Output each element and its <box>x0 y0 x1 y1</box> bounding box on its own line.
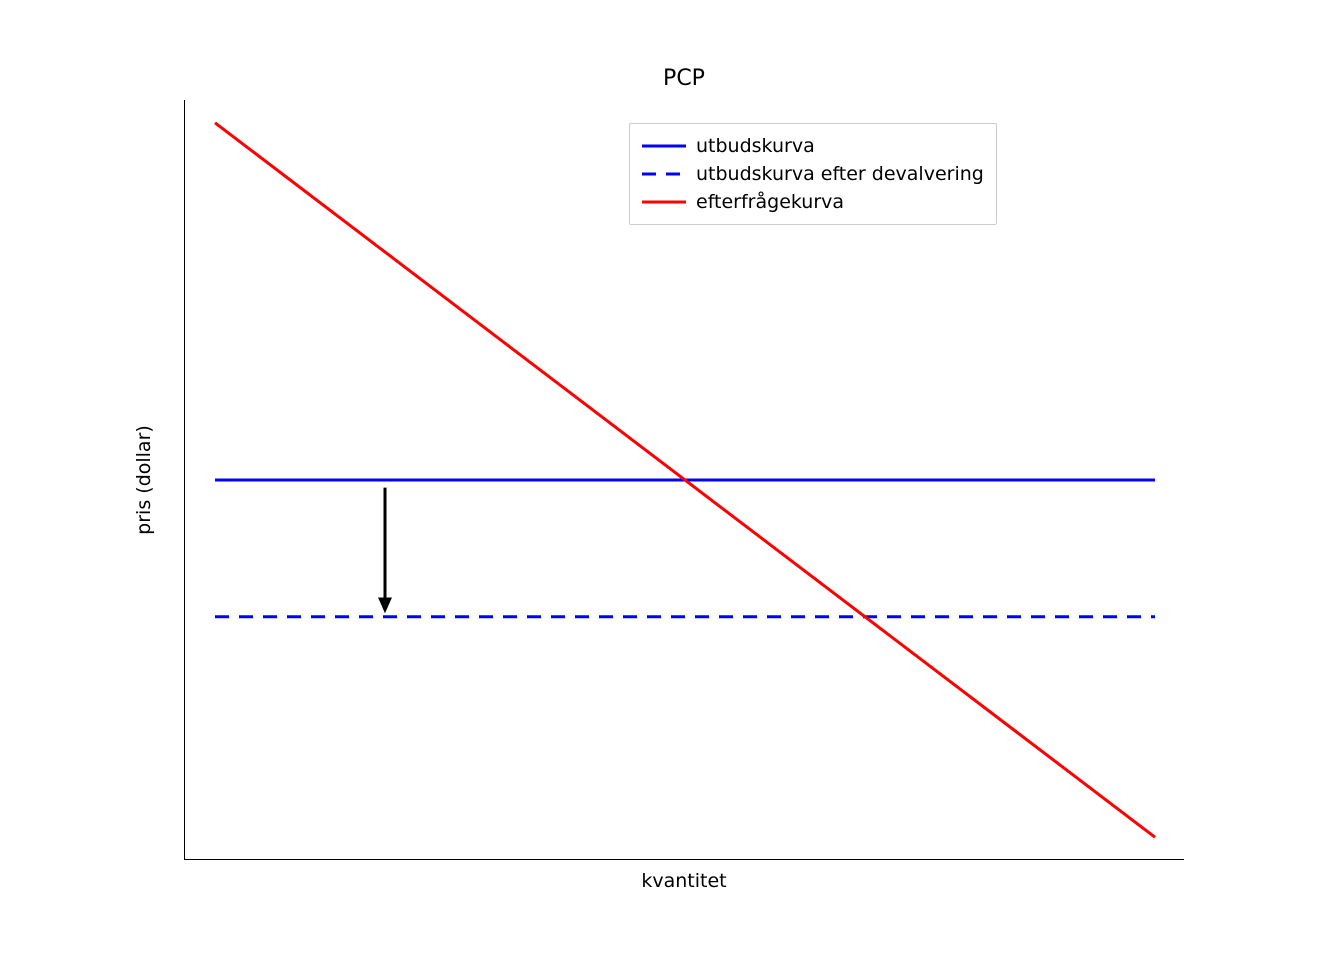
legend-item-supply: utbudskurva <box>642 132 984 160</box>
legend-label: utbudskurva efter devalvering <box>696 163 984 185</box>
legend-item-supply_after: utbudskurva efter devalvering <box>642 160 984 188</box>
chart-title: PCP <box>663 66 705 91</box>
legend-swatch <box>642 192 686 212</box>
legend-label: utbudskurva <box>696 135 815 157</box>
legend-item-demand: efterfrågekurva <box>642 188 984 216</box>
legend-label: efterfrågekurva <box>696 191 844 213</box>
legend: utbudskurva utbudskurva efter devalvering… <box>629 123 997 225</box>
chart-figure: PCP kvantitet pris (dollar) utbudskurvau… <box>0 0 1344 960</box>
x-axis-label: kvantitet <box>641 870 726 892</box>
y-axis-label: pris (dollar) <box>133 425 155 535</box>
legend-swatch <box>642 164 686 184</box>
legend-swatch <box>642 136 686 156</box>
